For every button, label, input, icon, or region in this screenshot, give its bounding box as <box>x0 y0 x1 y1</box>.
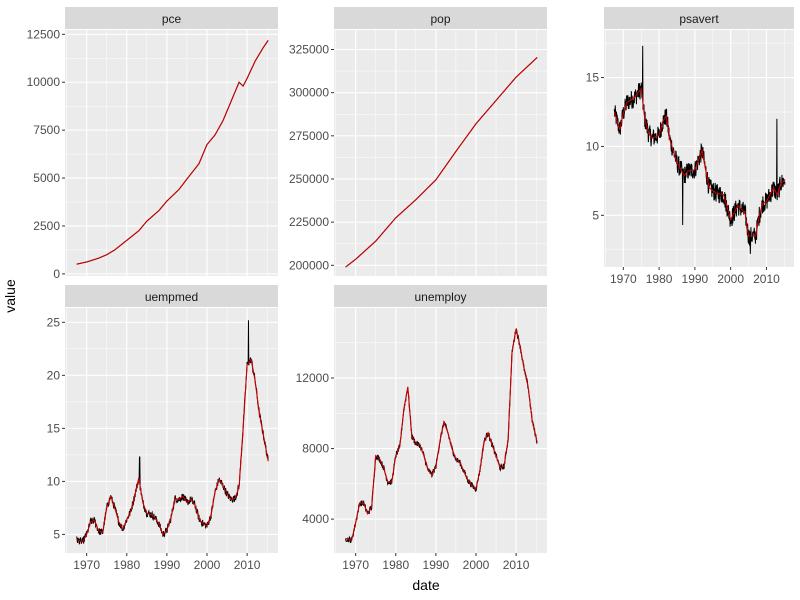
y-tick-label: 5000 <box>33 171 60 185</box>
y-tick-label: 5 <box>592 208 599 222</box>
y-tick-label: 25 <box>47 315 61 329</box>
y-tick-label: 8000 <box>302 442 329 456</box>
y-tick-label: 10000 <box>27 75 61 89</box>
x-tick-label: 1980 <box>646 272 673 286</box>
smoothed-line-uempmed <box>76 358 269 543</box>
x-tick-label: 1980 <box>113 558 140 572</box>
panel-pop: pop 200000 225000 250000 275000 300000 325000 <box>289 7 547 276</box>
y-tick-label: 12500 <box>27 27 61 41</box>
facet-strip <box>604 7 794 29</box>
x-tick-label: 2010 <box>234 558 261 572</box>
y-tick-label: 15 <box>47 421 61 435</box>
x-tick-label: 1990 <box>682 272 709 286</box>
y-tick-label: 200000 <box>289 258 329 272</box>
x-tick-label: 2000 <box>463 558 490 572</box>
x-tick-label: 1990 <box>423 558 450 572</box>
facet-strip <box>334 7 547 29</box>
y-tick-label: 15 <box>586 71 600 85</box>
panel-pce: pce 0 2500 5000 7500 10000 12500 <box>27 7 278 281</box>
panel-unemploy: unemploy 4000 8000 12000 1970 1980 1990 2000 201… <box>296 285 547 572</box>
y-tick-label: 7500 <box>33 123 60 137</box>
x-tick-label: 1970 <box>73 558 100 572</box>
x-tick-label: 1970 <box>610 272 637 286</box>
smoothed-line-pop <box>345 57 538 268</box>
panel-background <box>65 30 278 276</box>
y-tick-label: 275000 <box>289 129 329 143</box>
y-tick-label: 300000 <box>289 86 329 100</box>
x-tick-label: 1990 <box>154 558 181 572</box>
facet-label: psavert <box>679 12 719 26</box>
smoothed-line-psavert <box>613 87 786 237</box>
facet-label: pce <box>162 12 182 26</box>
x-tick-label: 2000 <box>717 272 744 286</box>
y-tick-label: 0 <box>53 267 60 281</box>
y-tick-label: 4000 <box>302 512 329 526</box>
facet-label: unemploy <box>414 290 466 304</box>
y-tick-label: 325000 <box>289 43 329 57</box>
y-tick-label: 225000 <box>289 215 329 229</box>
smoothed-line-unemploy <box>345 328 538 541</box>
facet-label: pop <box>430 12 450 26</box>
panel-uempmed: uempmed 5 10 15 20 25 1970 1980 1990 2000 2010 <box>47 285 278 572</box>
y-axis-title: value <box>2 279 18 313</box>
y-tick-label: 10 <box>47 474 61 488</box>
facet-strip <box>334 285 547 307</box>
y-tick-label: 250000 <box>289 172 329 186</box>
x-tick-label: 1970 <box>342 558 369 572</box>
panel-psavert: psavert 5 10 15 1970 1980 1990 2000 2010 <box>586 7 794 286</box>
x-tick-label: 2010 <box>503 558 530 572</box>
x-tick-label: 2010 <box>753 272 780 286</box>
y-tick-label: 5 <box>53 527 60 541</box>
x-tick-label: 2000 <box>194 558 221 572</box>
y-tick-label: 20 <box>47 368 61 382</box>
x-tick-label: 1980 <box>382 558 409 572</box>
y-tick-label: 10 <box>586 139 600 153</box>
y-tick-label: 12000 <box>296 371 330 385</box>
x-axis-title: date <box>412 577 439 593</box>
facet-strip <box>65 7 278 29</box>
facet-strip <box>65 285 278 307</box>
smoothed-line-pce <box>76 40 269 265</box>
panel-background <box>604 30 794 267</box>
panel-background <box>334 30 547 276</box>
y-tick-label: 2500 <box>33 219 60 233</box>
panel-background <box>334 308 547 553</box>
facet-label: uempmed <box>145 290 198 304</box>
